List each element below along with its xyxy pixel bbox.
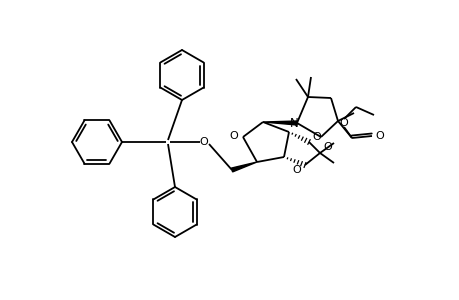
Text: O: O bbox=[291, 165, 300, 175]
Text: O: O bbox=[311, 132, 320, 142]
Text: O: O bbox=[322, 142, 331, 152]
Polygon shape bbox=[263, 121, 297, 125]
Text: O: O bbox=[339, 118, 347, 128]
Text: N: N bbox=[289, 117, 298, 130]
Text: O: O bbox=[199, 137, 208, 147]
Text: O: O bbox=[229, 131, 238, 141]
Polygon shape bbox=[231, 162, 257, 172]
Text: O: O bbox=[374, 131, 383, 141]
